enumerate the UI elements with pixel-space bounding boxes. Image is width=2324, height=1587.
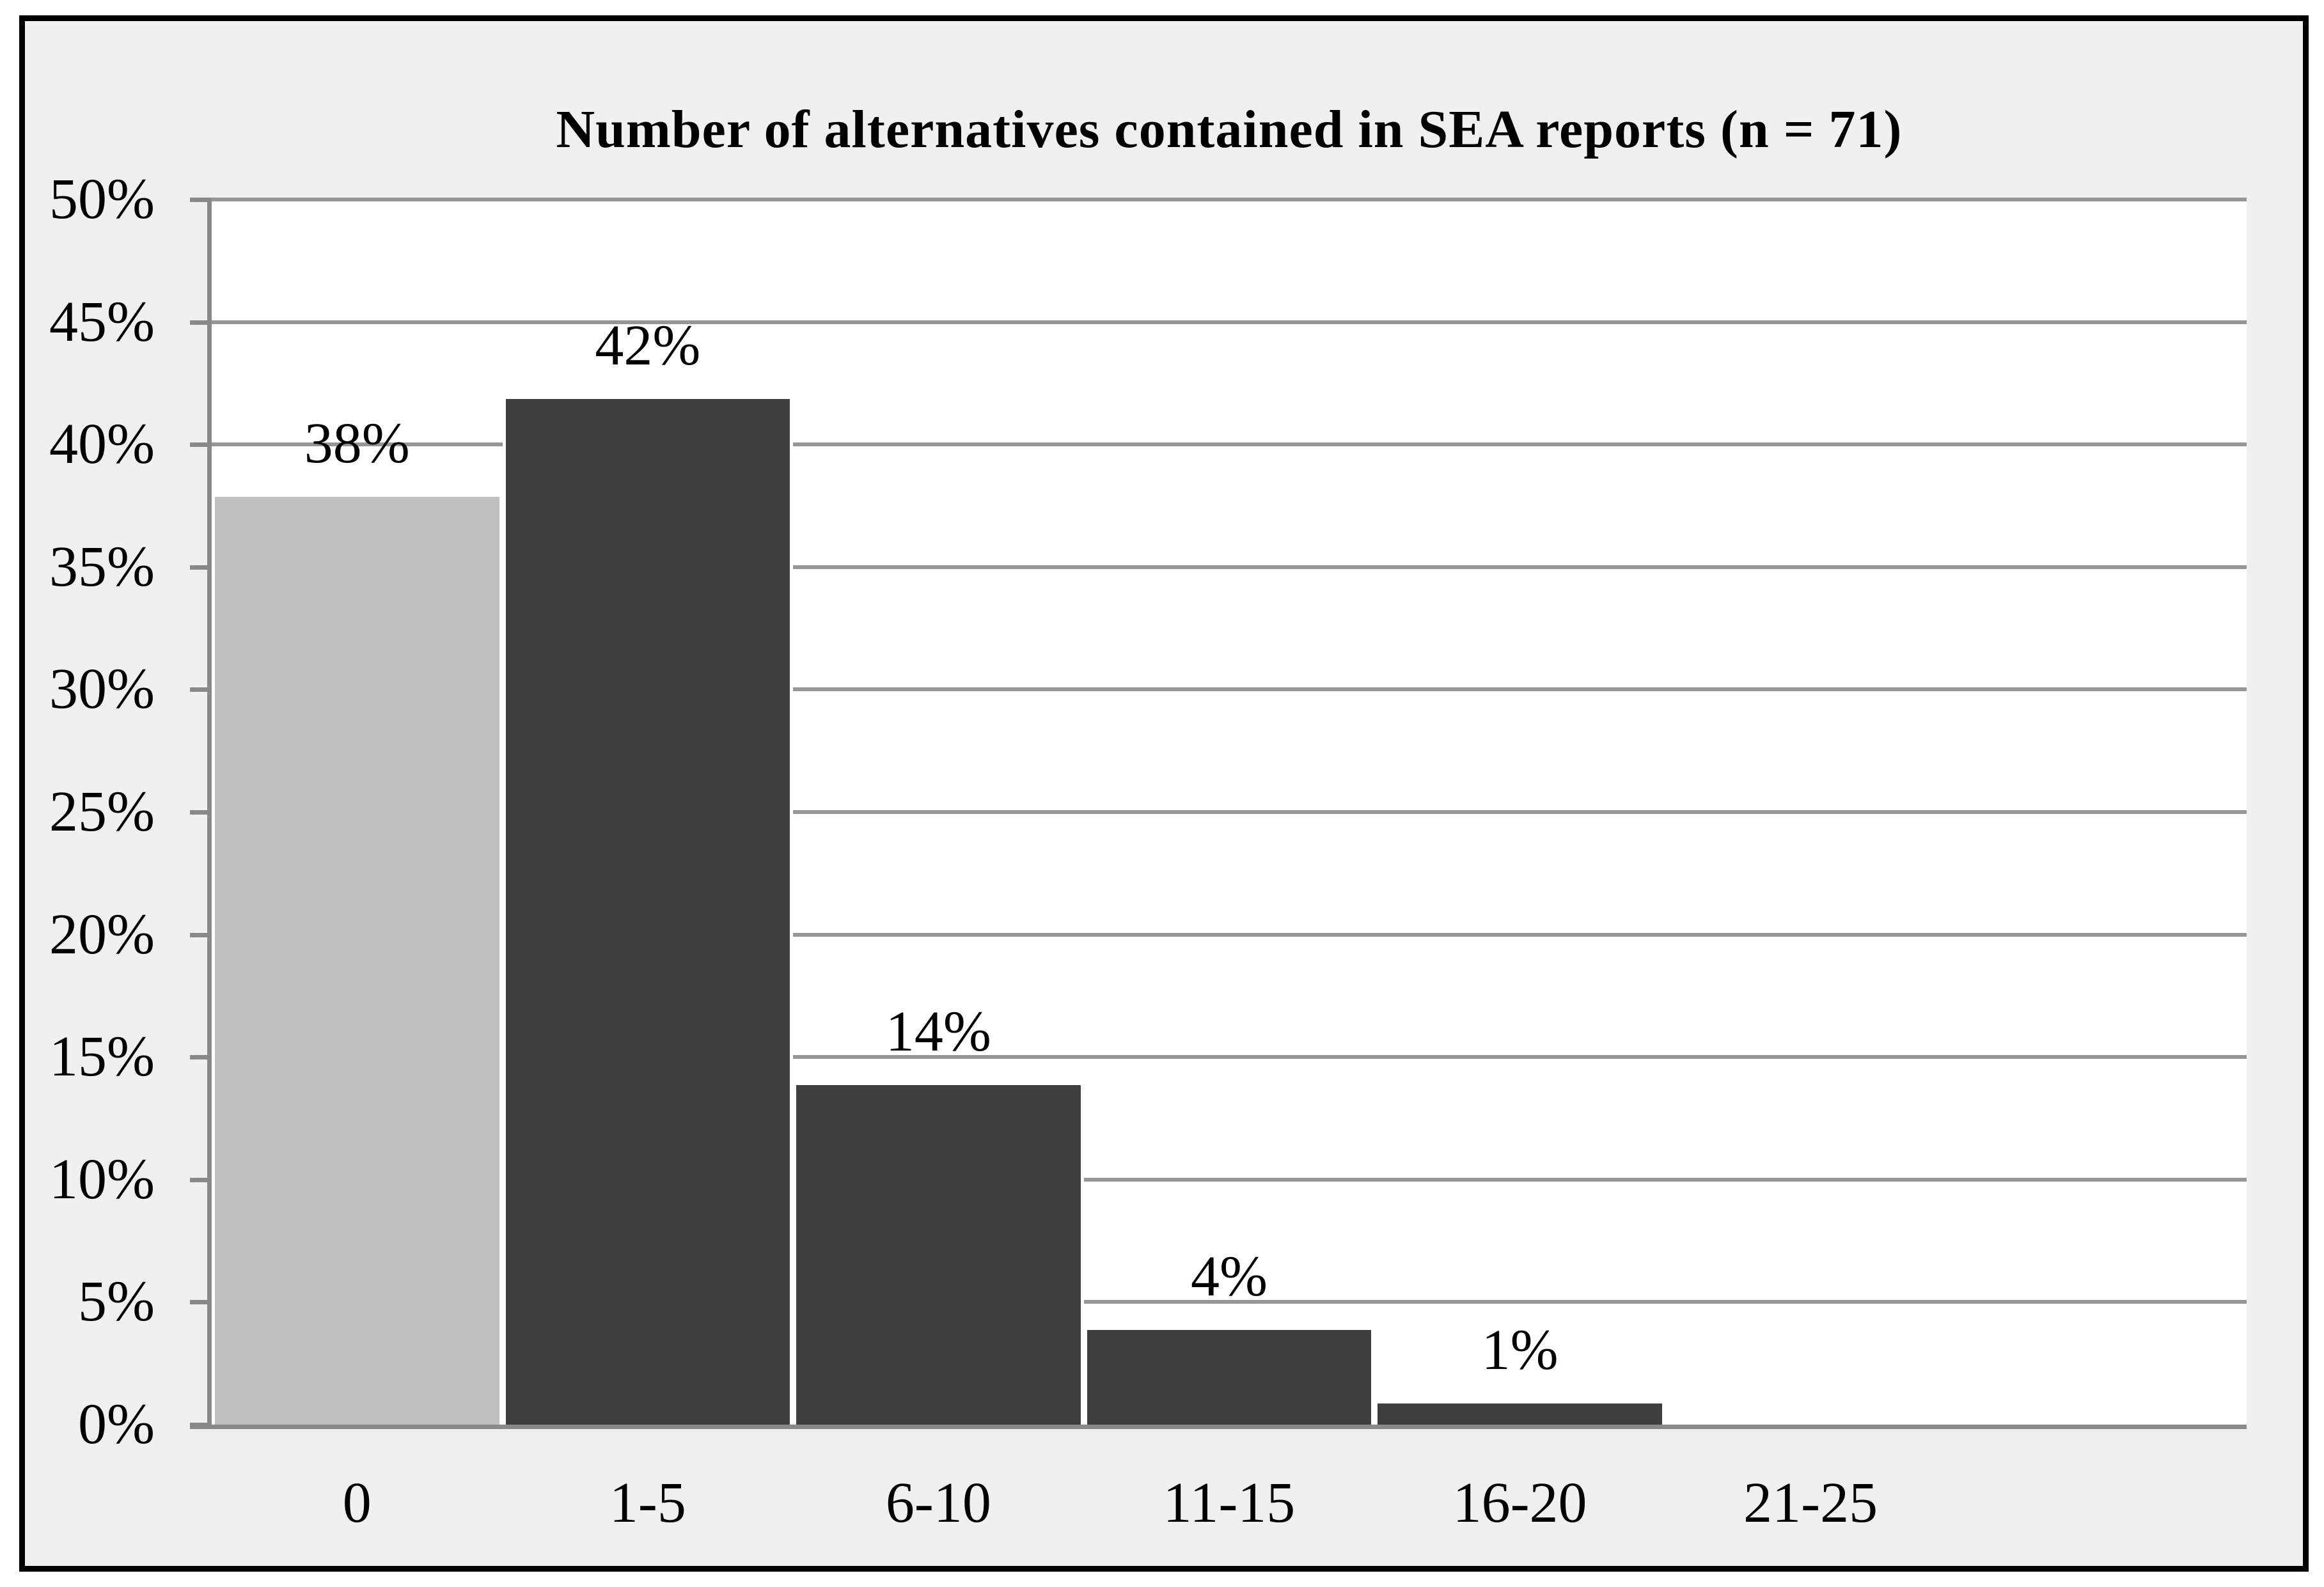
bar [502, 395, 794, 1425]
x-tick-label: 11-15 [1163, 1471, 1296, 1535]
y-tick-label: 30% [49, 657, 155, 721]
y-tick-label: 50% [49, 168, 155, 231]
y-tick-label: 5% [78, 1270, 155, 1334]
bar-value-label: 4% [1190, 1244, 1268, 1308]
y-tick-label: 35% [49, 535, 155, 598]
y-tick-mark [190, 687, 212, 692]
x-tick-label: 21-25 [1743, 1471, 1878, 1535]
y-tick-label: 20% [49, 902, 155, 966]
y-tick-mark [190, 1055, 212, 1060]
y-tick-mark [190, 1177, 212, 1182]
bar-value-label: 1% [1481, 1318, 1558, 1382]
gridline [212, 1177, 2247, 1182]
gridline [212, 442, 2247, 447]
gridline [212, 320, 2247, 324]
y-tick-label: 25% [49, 780, 155, 843]
y-tick-label: 40% [49, 412, 155, 476]
bar-value-label: 38% [304, 411, 410, 475]
bar [212, 493, 503, 1425]
y-tick-mark [190, 1423, 212, 1427]
x-tick-label: 16-20 [1452, 1471, 1587, 1535]
x-tick-label: 1-5 [609, 1471, 686, 1535]
gridline [212, 932, 2247, 937]
gridline [212, 198, 2247, 201]
gridline [212, 687, 2247, 692]
x-axis-line [190, 1425, 2247, 1429]
y-tick-mark [190, 932, 212, 937]
bar [793, 1081, 1084, 1425]
y-tick-mark [190, 565, 212, 570]
gridline [212, 1300, 2247, 1304]
x-tick-label: 0 [342, 1471, 372, 1535]
plot-area: 38% 42% 14% 4% 1% [212, 198, 2247, 1425]
y-tick-label: 15% [49, 1025, 155, 1089]
gridline [212, 810, 2247, 814]
y-tick-mark [190, 320, 212, 325]
y-tick-label: 0% [78, 1393, 155, 1456]
bar-value-label: 14% [885, 999, 991, 1063]
y-tick-mark [190, 442, 212, 448]
chart-title: Number of alternatives contained in SEA … [556, 100, 1903, 159]
gridline [212, 1055, 2247, 1059]
bar [1374, 1400, 1665, 1425]
x-tick-label: 6-10 [885, 1471, 991, 1535]
y-tick-mark [190, 198, 212, 202]
bar [1083, 1326, 1375, 1425]
gridline [212, 565, 2247, 569]
y-tick-label: 45% [49, 290, 155, 354]
y-tick-mark [190, 1300, 212, 1305]
y-tick-mark [190, 810, 212, 815]
bar-value-label: 42% [595, 313, 701, 377]
y-tick-label: 10% [49, 1147, 155, 1211]
